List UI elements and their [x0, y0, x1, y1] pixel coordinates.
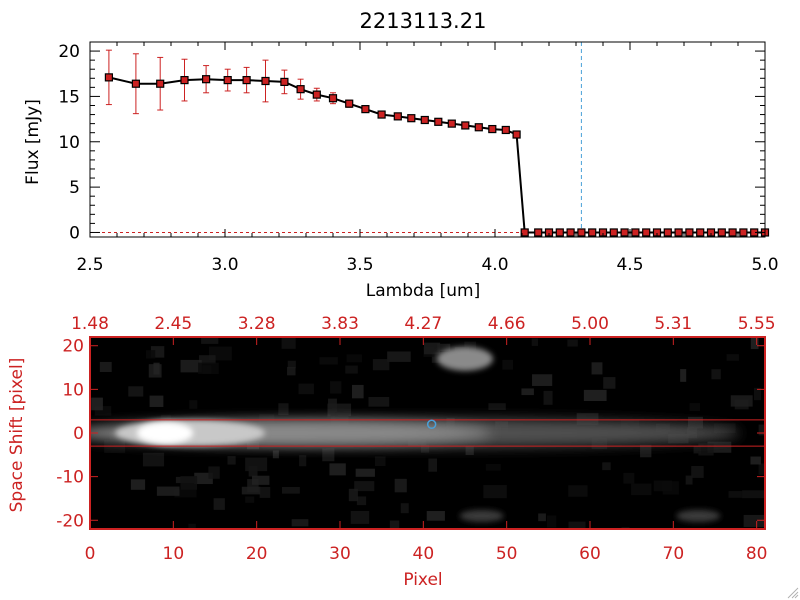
flux-data-point [156, 79, 165, 88]
flux-data-point [420, 115, 429, 125]
y-tick-label: 10 [62, 380, 84, 400]
flux-data-point [312, 90, 321, 99]
flux-data-point [104, 73, 114, 82]
x-tick-label: 80 [746, 544, 768, 564]
image-y-axis-label: Space Shift [pixel] [7, 358, 27, 513]
flux-data-point [520, 228, 529, 237]
top-tick-label: 3.28 [238, 314, 276, 334]
x-tick-label: 50 [496, 544, 518, 564]
flux-data-point [393, 112, 402, 121]
spectrum-panel: 2213113.21 2.5 3.0 3.5 4.0 4.5 5.0 0 5 10 15 20 L… [23, 9, 779, 301]
top-tick-label: 1.48 [71, 314, 109, 334]
flux-data-point [728, 228, 737, 237]
flux-data-point [280, 77, 289, 87]
x-tick-label: 70 [663, 544, 685, 564]
flux-data-point [609, 228, 618, 237]
top-tick-label: 5.31 [654, 314, 692, 334]
flux-data-point [296, 85, 305, 94]
x-tick-label: 4.0 [481, 255, 508, 275]
y-tick-label: -20 [56, 511, 84, 531]
flux-data-point [534, 228, 543, 237]
flux-data-point [461, 121, 470, 130]
y-tick-label: 20 [62, 337, 84, 357]
flux-data-point [345, 99, 354, 108]
y-tick-label: 15 [58, 87, 80, 107]
spectrum-plot-frame [89, 41, 766, 238]
spectrum-title: 2213113.21 [360, 9, 487, 33]
flux-series-line [108, 76, 765, 234]
x-tick-label: 4.5 [616, 255, 643, 275]
noise-feature [459, 509, 504, 522]
top-tick-label: 4.27 [404, 314, 442, 334]
y-tick-label: 10 [58, 133, 80, 153]
x-tick-label: 20 [246, 544, 268, 564]
x-tick-label: 40 [413, 544, 435, 564]
flux-data-point [588, 228, 597, 237]
flux-data-point [328, 94, 338, 103]
image-noise [91, 337, 765, 529]
x-tick-label: 30 [329, 544, 351, 564]
flux-data-point [566, 228, 575, 237]
flux-data-point [131, 79, 140, 88]
flux-data-point [663, 228, 672, 237]
y-tick-label: 0 [73, 424, 84, 444]
x-tick-label: 2.5 [76, 255, 103, 275]
flux-data-point [577, 228, 586, 237]
flux-data-point [642, 228, 651, 237]
flux-data-point [361, 105, 370, 114]
flux-data-point [223, 75, 232, 85]
flux-data-point [377, 110, 386, 119]
flux-data-point [202, 75, 211, 84]
image-x-axis-label: Pixel [403, 570, 442, 590]
flux-data-point [407, 114, 416, 123]
top-tick-label: 3.83 [321, 314, 359, 334]
source-trace [90, 419, 740, 447]
flux-data-point [180, 75, 189, 85]
secondary-source-blob [437, 346, 493, 371]
x-tick-label: 5.0 [751, 255, 778, 275]
flux-data-point [685, 228, 694, 237]
resize-grip-icon[interactable] [787, 587, 799, 599]
x-tick-label: 10 [163, 544, 185, 564]
y-tick-label: 0 [69, 223, 80, 243]
spectrum-x-axis-label: Lambda [um] [366, 281, 480, 301]
spectrum-y-axis-label: Flux [mJy] [23, 99, 43, 185]
position-marker [426, 419, 437, 430]
flux-data-point [434, 117, 443, 126]
flux-data-point [501, 125, 510, 135]
top-tick-label: 2.45 [154, 314, 192, 334]
flux-data-point [620, 228, 629, 237]
flux-data-point [631, 228, 640, 237]
flux-data-point [739, 228, 748, 237]
top-tick-label: 4.66 [488, 314, 526, 334]
flux-data-point [474, 123, 483, 132]
noise-feature [676, 509, 721, 522]
flux-data-point [261, 76, 270, 86]
image-plot-frame [89, 336, 766, 530]
flux-data-point [555, 228, 564, 237]
x-tick-label: 3.5 [346, 255, 373, 275]
flux-data-point [488, 124, 497, 134]
flux-data-point [717, 228, 726, 237]
flux-data-point [447, 119, 456, 128]
flux-data-point [696, 228, 705, 237]
flux-data-point [512, 130, 521, 139]
flux-data-point [674, 228, 683, 237]
x-tick-label: 60 [579, 544, 601, 564]
top-tick-label: 5.00 [571, 314, 609, 334]
x-tick-label: 3.0 [211, 255, 238, 275]
y-tick-label: 5 [69, 178, 80, 198]
x-tick-label: 0 [85, 544, 96, 564]
y-tick-label: -10 [56, 468, 84, 488]
spectral-image-panel: 0 10 20 30 40 50 60 70 80 -20 -10 0 10 20 1.48 2.45 3.… [7, 314, 776, 590]
flux-data-point [242, 75, 251, 85]
y-tick-label: 20 [58, 42, 80, 62]
top-tick-label: 5.55 [738, 314, 776, 334]
